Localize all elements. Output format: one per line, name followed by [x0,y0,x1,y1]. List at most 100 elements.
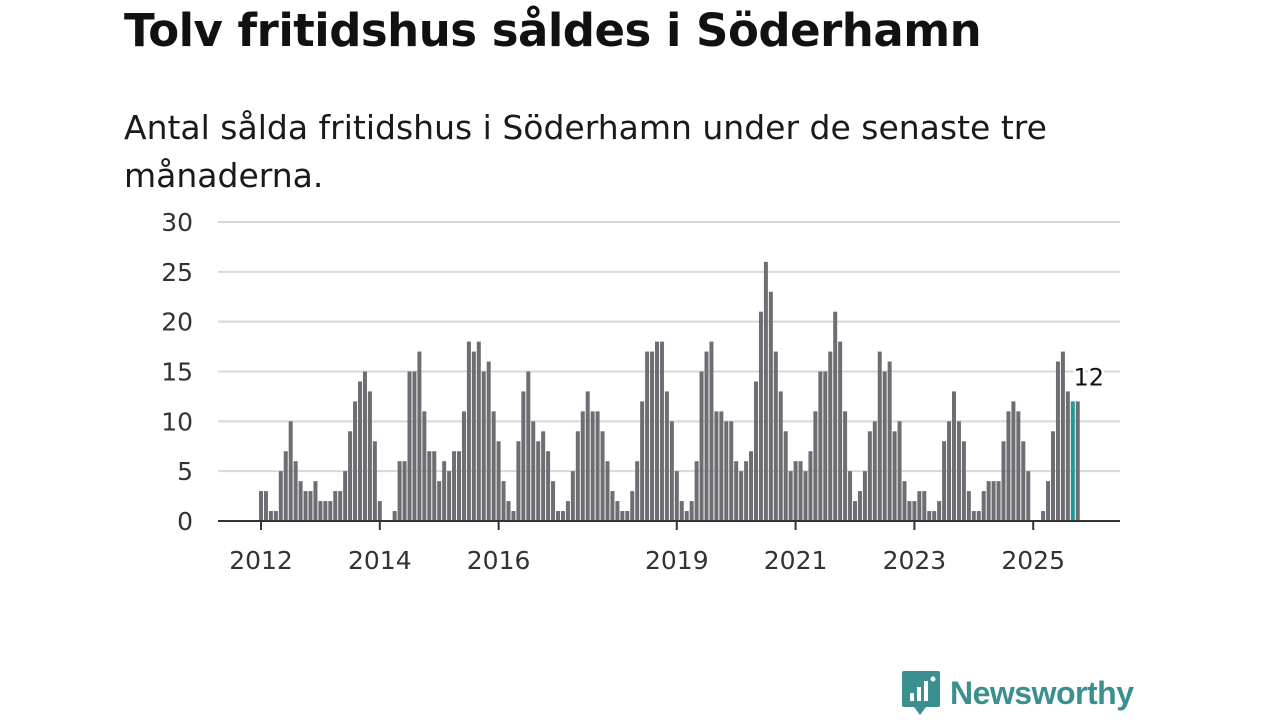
x-axis: 2012 2014 2016 2019 2021 2023 2025 [218,520,1120,575]
y-tick-label: 10 [161,407,193,436]
bar [476,341,481,521]
bar [526,371,531,521]
x-tick-label: 2014 [348,546,412,575]
bar [828,351,833,521]
chart-subtitle: Antal sålda fritidshus i Söderhamn under… [124,108,1047,195]
bar [259,491,263,521]
bar [531,421,536,521]
bar [709,341,714,521]
bar [308,491,313,521]
bar [1021,441,1026,521]
bar [971,511,976,521]
bar [1051,431,1055,521]
bar [437,481,442,521]
bar [848,471,853,521]
bar [892,431,897,521]
bar [739,471,744,521]
bar [565,501,570,521]
bar [694,461,699,521]
bar [843,411,848,521]
bar [640,401,645,521]
bar [323,501,328,521]
y-tick-label: 15 [161,358,193,387]
bar [551,481,556,521]
bar [976,511,981,521]
bar [377,501,382,521]
bar [986,481,991,521]
bar [397,461,402,521]
bar [358,381,362,521]
logo-text: Newsworthy [950,674,1134,711]
y-tick-label: 0 [177,507,193,536]
bar [783,431,788,521]
bar [283,451,288,521]
bar [506,501,511,521]
bar [521,391,526,521]
bar [768,291,773,521]
bar [655,341,659,521]
bar [590,411,595,521]
bar [684,511,689,521]
bar [452,451,457,521]
bar [496,441,501,521]
bar [575,431,580,521]
bar [961,441,966,521]
bar [486,361,491,521]
bar [674,471,679,521]
bar [422,411,427,521]
x-tick-label: 2012 [229,546,293,575]
bar [758,311,763,521]
bar [872,421,877,521]
bar [744,461,749,521]
bar [362,371,367,521]
bar [991,481,996,521]
bar [313,481,318,521]
bar [1060,351,1065,521]
bar [293,461,298,521]
bar [650,351,655,521]
bar [338,491,343,521]
bar [763,261,768,521]
bar [788,471,793,521]
bar [471,351,476,521]
bar [981,491,986,521]
bars [259,261,1080,521]
bar [996,481,1001,521]
bar [897,421,902,521]
bar [278,471,283,521]
bar [966,491,971,521]
bar [808,451,813,521]
bar [917,491,922,521]
bar [932,511,937,521]
newsworthy-logo: Newsworthy [900,668,1134,718]
bar [902,481,907,521]
bar [318,501,323,521]
bar [778,391,783,521]
bar [952,391,956,521]
bar [1041,511,1046,521]
bar [724,421,729,521]
bar [348,431,353,521]
bar [560,511,565,521]
y-tick-label: 5 [177,457,193,486]
bar [501,481,506,521]
bar [645,351,650,521]
bar [367,391,372,521]
bar [887,361,892,521]
annotation-label: 12 [1074,363,1105,391]
bar [1075,401,1080,521]
bar [689,501,694,521]
bar [664,391,669,521]
bar [877,351,882,521]
bar [823,371,828,521]
bar [838,341,843,521]
bar [328,501,333,521]
bar [699,371,704,521]
bar [1065,391,1070,521]
bar [862,471,867,521]
bar [1006,411,1011,521]
bar [625,511,630,521]
bar [630,491,635,521]
bar [1001,441,1006,521]
bar [392,511,397,521]
